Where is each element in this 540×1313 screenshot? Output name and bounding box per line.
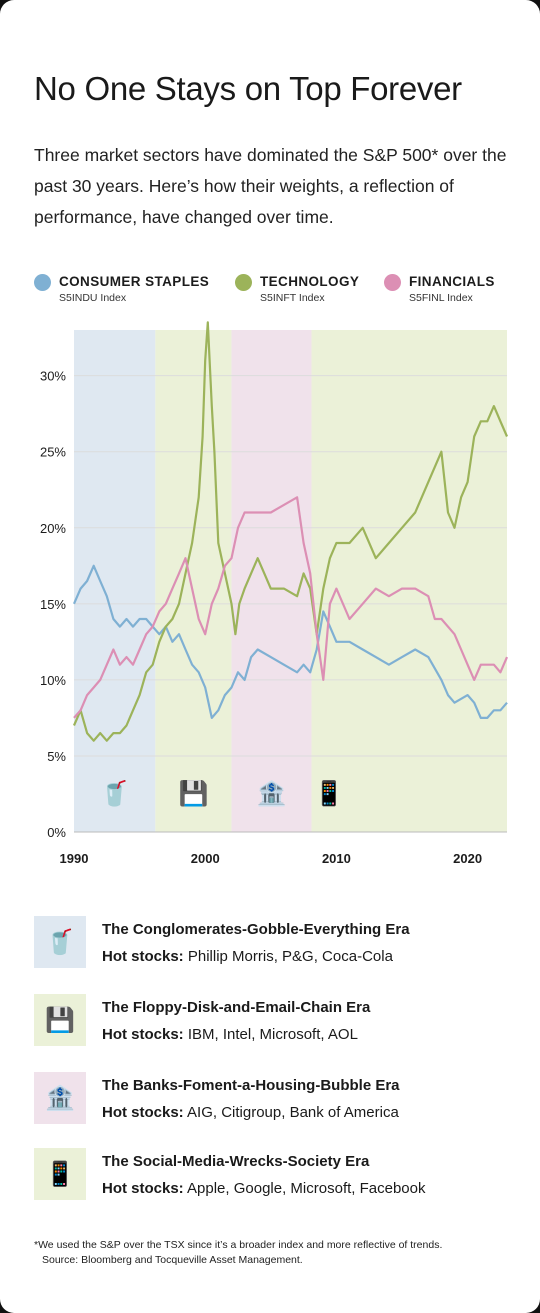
hot-stocks-list: Phillip Morris, P&G, Coca-Cola <box>187 948 393 965</box>
legend-index: S5INDU Index <box>59 292 127 304</box>
x-tick-label: 1990 <box>60 851 89 866</box>
era-title: The Conglomerates-Gobble-Everything Era <box>102 921 410 938</box>
consumer-staples-dot <box>34 274 51 291</box>
sector-weight-chart: 0% 5% 10% 15% 20% 25% 30% 1990 2000 2010 2020 🥤 💾 🏦 📱 <box>40 321 509 866</box>
era-title: The Banks-Foment-a-Housing-Bubble Era <box>102 1077 400 1094</box>
hot-stocks-label: Hot stocks: <box>102 1104 184 1121</box>
smartphone-icon: 📱 <box>314 780 344 808</box>
hot-stocks-list: AIG, Citigroup, Bank of America <box>187 1104 399 1121</box>
era-band <box>311 330 507 832</box>
era-band <box>231 330 312 832</box>
floppy-disk-icon: 💾 <box>34 994 86 1046</box>
floppy-disk-icon: 💾 <box>178 780 208 808</box>
legend-name: CONSUMER STAPLES <box>59 274 210 289</box>
bank-icon: 🏦 <box>257 780 287 808</box>
era-title: The Floppy-Disk-and-Email-Chain Era <box>102 999 371 1016</box>
page-subtitle: Three market sectors have dominated the … <box>34 145 507 227</box>
soda-cup-icon: 🥤 <box>34 916 86 968</box>
era-stocks: Hot stocks: Apple, Google, Microsoft, Fa… <box>102 1180 426 1197</box>
x-tick-label: 2010 <box>322 851 351 866</box>
era-title: The Social-Media-Wrecks-Society Era <box>102 1153 370 1170</box>
source-line: Source: Bloomberg and Tocqueville Asset … <box>42 1254 303 1266</box>
hot-stocks-label: Hot stocks: <box>102 948 184 965</box>
financials-dot <box>384 274 401 291</box>
y-tick-label: 10% <box>40 673 66 688</box>
x-tick-label: 2020 <box>453 851 482 866</box>
era-band <box>155 330 232 832</box>
hot-stocks-list: Apple, Google, Microsoft, Facebook <box>187 1180 426 1197</box>
legend-name: TECHNOLOGY <box>260 274 360 289</box>
era-stocks: Hot stocks: Phillip Morris, P&G, Coca-Co… <box>102 948 393 965</box>
series-line-financials <box>73 496 509 719</box>
page-title: No One Stays on Top Forever <box>34 70 462 107</box>
legend-financials: FINANCIALS S5FINL Index <box>384 274 495 304</box>
x-tick-label: 2000 <box>191 851 220 866</box>
series-line-consumer-staples <box>72 564 508 719</box>
hot-stocks-label: Hot stocks: <box>102 1026 184 1043</box>
legend-consumer-staples: CONSUMER STAPLES S5INDU Index <box>34 274 209 304</box>
series-line-technology <box>72 321 509 742</box>
smartphone-icon: 📱 <box>34 1148 86 1200</box>
technology-dot <box>235 274 252 291</box>
footnote: *We used the S&P over the TSX since it’s… <box>34 1238 504 1268</box>
bank-icon: 🏦 <box>34 1072 86 1124</box>
legend-name: FINANCIALS <box>409 274 495 289</box>
soda-cup-icon: 🥤 <box>100 780 130 808</box>
era-stocks: Hot stocks: IBM, Intel, Microsoft, AOL <box>102 1026 358 1043</box>
legend-index: S5INFT Index <box>260 292 325 304</box>
hot-stocks-list: IBM, Intel, Microsoft, AOL <box>187 1026 358 1043</box>
footnote-line-1: *We used the S&P over the TSX since it’s… <box>34 1239 443 1251</box>
y-tick-label: 0% <box>47 825 66 840</box>
legend-index: S5FINL Index <box>409 292 473 304</box>
hot-stocks-label: Hot stocks: <box>102 1180 184 1197</box>
y-tick-label: 25% <box>40 445 66 460</box>
y-tick-label: 15% <box>40 597 66 612</box>
y-tick-label: 30% <box>40 369 66 384</box>
legend-technology: TECHNOLOGY S5INFT Index <box>235 274 359 304</box>
era-stocks: Hot stocks: AIG, Citigroup, Bank of Amer… <box>102 1104 399 1121</box>
y-tick-label: 20% <box>40 521 66 536</box>
y-tick-label: 5% <box>47 749 66 764</box>
